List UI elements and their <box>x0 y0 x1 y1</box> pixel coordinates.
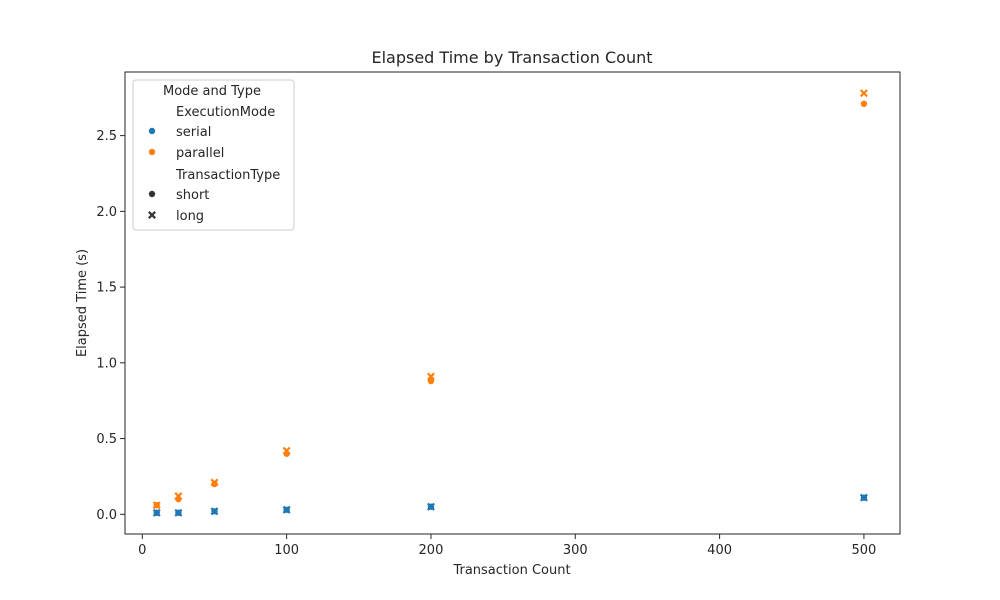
x-tick-label: 100 <box>274 543 299 558</box>
plot-area: 0 100 200 300 400 500 0.0 0.5 1.0 1.5 2.0 2.5 <box>96 71 901 558</box>
data-points <box>152 89 868 517</box>
legend-marker-long <box>148 211 156 219</box>
legend-label-long: long <box>176 209 204 224</box>
y-tick-label: 2.0 <box>96 205 117 220</box>
legend-hue-entries: serial parallel <box>147 125 224 161</box>
y-tick-label: 1.5 <box>96 281 117 296</box>
legend-label-serial: serial <box>176 125 211 140</box>
x-axis-label: Transaction Count <box>452 563 570 578</box>
y-tick-label: 0.5 <box>96 432 117 447</box>
x-tick-label: 0 <box>138 543 146 558</box>
x-tick-label: 500 <box>852 543 877 558</box>
x-marker-stroke <box>210 507 219 516</box>
x-axis: 0 100 200 300 400 500 <box>138 534 876 558</box>
parallel-long-point <box>174 492 183 501</box>
x-marker-stroke <box>174 492 183 501</box>
y-axis-label: Elapsed Time (s) <box>75 249 90 357</box>
y-tick-label: 0.0 <box>96 508 117 523</box>
serial-long-point <box>152 508 161 517</box>
legend-title: Mode and Type <box>163 84 261 99</box>
y-tick-label: 2.5 <box>96 129 117 144</box>
x-marker-stroke <box>174 508 183 517</box>
x-marker-stroke <box>148 211 156 219</box>
x-marker-stroke <box>210 478 219 487</box>
legend-label-parallel: parallel <box>176 146 224 161</box>
legend-marker-parallel <box>147 147 156 156</box>
x-marker-stroke <box>282 505 291 514</box>
parallel-long-point <box>859 89 868 98</box>
serial-long-point <box>426 502 435 511</box>
x-tick-label: 200 <box>419 543 444 558</box>
y-axis: 0.0 0.5 1.0 1.5 2.0 2.5 <box>96 129 125 523</box>
parallel-long-point <box>282 446 291 455</box>
legend-marker-serial <box>147 127 156 136</box>
x-marker-stroke <box>426 502 435 511</box>
x-tick-label: 400 <box>707 543 732 558</box>
legend-hue-title: ExecutionMode <box>176 105 275 120</box>
plot-frame <box>124 71 901 535</box>
x-marker-stroke <box>426 372 435 381</box>
serial-long-point <box>210 507 219 516</box>
x-tick-label: 300 <box>563 543 588 558</box>
x-marker-stroke <box>859 493 868 502</box>
serial-long-point <box>174 508 183 517</box>
y-tick-label: 1.0 <box>96 356 117 371</box>
legend-style-title: TransactionType <box>175 168 280 183</box>
legend-style-entries: short long <box>147 188 209 224</box>
parallel-short-point <box>859 99 868 108</box>
x-marker-stroke <box>282 446 291 455</box>
chart-title: Elapsed Time by Transaction Count <box>371 48 652 67</box>
serial-long-point <box>282 505 291 514</box>
x-marker-stroke <box>152 508 161 517</box>
parallel-long-point <box>152 501 161 510</box>
x-marker-stroke <box>152 501 161 510</box>
parallel-long-point <box>210 478 219 487</box>
parallel-long-point <box>426 372 435 381</box>
legend-label-short: short <box>176 188 209 203</box>
x-marker-stroke <box>859 89 868 98</box>
serial-long-point <box>859 493 868 502</box>
legend-box <box>132 79 295 231</box>
legend: Mode and Type ExecutionMode serial parall… <box>132 79 295 231</box>
legend-marker-short <box>147 189 156 198</box>
